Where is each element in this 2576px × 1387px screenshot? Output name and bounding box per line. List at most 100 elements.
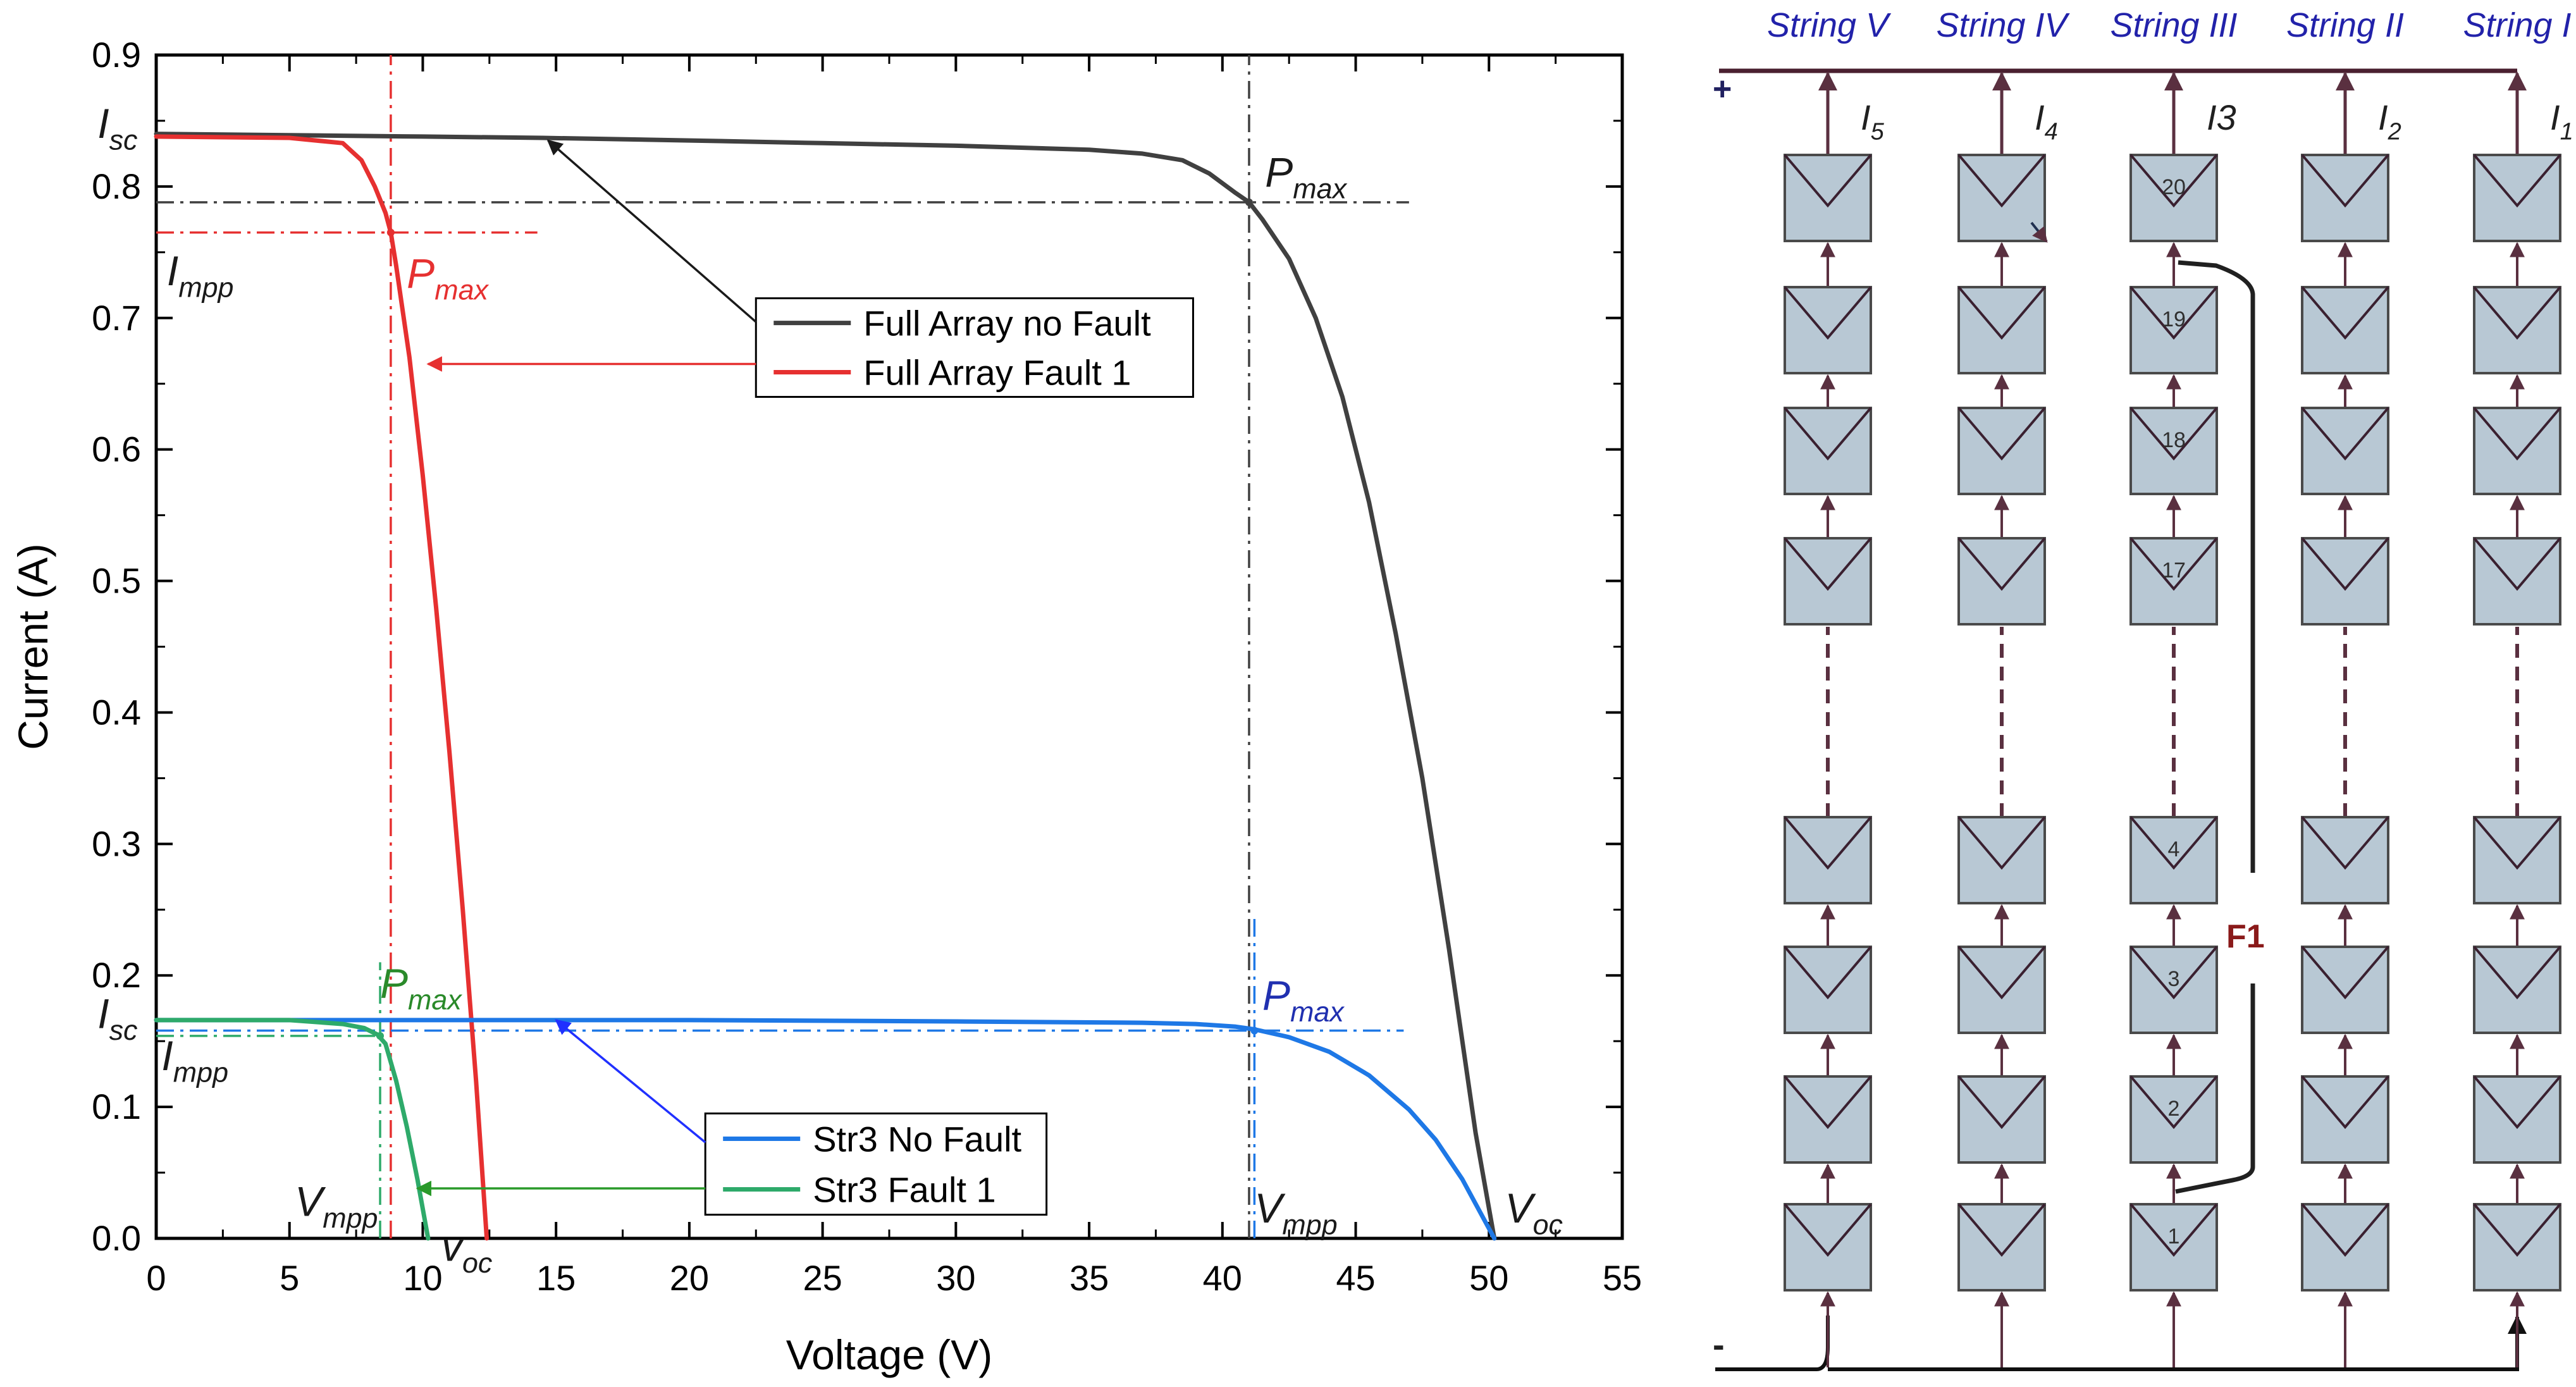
annotation-arrow — [546, 139, 757, 323]
pv-module — [1784, 1075, 1872, 1164]
y-axis-title: Current (A) — [9, 543, 56, 749]
pv-module — [1957, 816, 2046, 904]
legend-box: Str3 No Fault Str3 Fault 1 — [704, 1113, 1048, 1216]
pv-module — [1784, 154, 1872, 242]
legend-box: Full Array no Fault Full Array Fault 1 — [755, 297, 1194, 398]
pv-module — [1784, 537, 1872, 626]
module-number: 19 — [2162, 307, 2186, 331]
x-tick-label: 45 — [1336, 1258, 1375, 1298]
pv-module-symbol — [1957, 407, 2046, 461]
pv-array-diagram: + - String V I5 String IV I4 String III I3 20 19 1… — [1713, 6, 2573, 1371]
pv-module-symbol — [1957, 537, 2046, 591]
pv-module-body — [2301, 407, 2389, 495]
pv-module-symbol — [2301, 946, 2389, 1000]
y-tick-label: 0.2 — [92, 955, 141, 995]
pv-module — [1957, 154, 2046, 242]
pv-module-symbol — [2129, 946, 2218, 1000]
x-tick-label: 40 — [1203, 1258, 1242, 1298]
string-current-label: I2 — [2378, 97, 2401, 145]
annotation-label: Vmpp — [295, 1178, 378, 1234]
legend-entry: Str3 No Fault — [813, 1119, 1021, 1159]
annotation-label: Pmax — [407, 250, 489, 305]
pv-module-body — [1784, 407, 1872, 495]
string-label: String V — [1767, 6, 1892, 44]
pv-module-body — [2301, 946, 2389, 1034]
pv-module — [2473, 1203, 2561, 1291]
pv-module — [1784, 1203, 1872, 1291]
pv-module-symbol — [1784, 1203, 1872, 1257]
pv-module-body — [2473, 1075, 2561, 1164]
pv-module-body — [1784, 816, 1872, 904]
pv-module-body — [2129, 537, 2218, 626]
pv-module-symbol — [1784, 946, 1872, 1000]
pv-module-body — [2301, 154, 2389, 242]
series-line-1 — [154, 134, 490, 1241]
module-number: 4 — [2168, 837, 2180, 861]
pv-module-symbol — [2129, 537, 2218, 591]
pv-module-symbol — [2129, 816, 2218, 870]
fault-wire-lower — [2175, 983, 2255, 1194]
pv-module-symbol — [2473, 154, 2561, 208]
string-current-label: I4 — [2035, 97, 2058, 145]
pv-module: 18 — [2129, 407, 2218, 495]
y-tick-label: 0.5 — [92, 561, 141, 601]
string-current-label: I5 — [1861, 97, 1885, 145]
pv-module — [2473, 407, 2561, 495]
string-current-label: I3 — [2207, 97, 2236, 137]
pv-module-body — [1957, 537, 2046, 626]
y-tick-label: 0.7 — [92, 298, 141, 338]
pv-module-symbol — [2301, 816, 2389, 870]
module-number: 1 — [2168, 1224, 2180, 1248]
pv-module-body — [2301, 816, 2389, 904]
legend-entry: Full Array no Fault — [863, 304, 1151, 343]
pv-module-body — [1784, 1203, 1872, 1291]
pv-module — [2301, 946, 2389, 1034]
pv-module-symbol — [1784, 286, 1872, 340]
pv-module — [2301, 1203, 2389, 1291]
mpp-marker — [376, 1032, 385, 1040]
module-number: 17 — [2162, 558, 2186, 583]
pv-module-body — [1957, 1075, 2046, 1164]
negative-terminal-label: - — [1713, 1324, 1725, 1364]
string-label: String IV — [1936, 6, 2070, 44]
pv-module-symbol — [1784, 154, 1872, 208]
pv-module-body — [2473, 946, 2561, 1034]
pv-module-symbol — [2129, 1203, 2218, 1257]
pv-module-symbol — [1784, 816, 1872, 870]
x-tick-label: 10 — [403, 1258, 442, 1298]
pv-module — [1957, 286, 2046, 374]
pv-module-symbol — [2301, 1203, 2389, 1257]
y-tick-label: 0.6 — [92, 429, 141, 469]
pv-module-body — [2473, 537, 2561, 626]
pv-module — [2473, 286, 2561, 374]
pv-module — [1957, 537, 2046, 626]
x-tick-label: 25 — [803, 1258, 842, 1298]
positive-terminal-label: + — [1713, 71, 1732, 108]
pv-module — [2473, 154, 2561, 242]
pv-module-body — [2473, 407, 2561, 495]
y-tick-label: 0.4 — [92, 692, 141, 732]
pv-module — [2473, 537, 2561, 626]
annotation-label: Impp — [161, 1032, 228, 1088]
module-number: 18 — [2162, 428, 2186, 452]
negative-lead — [1715, 1316, 1830, 1371]
x-tick-label: 20 — [670, 1258, 709, 1298]
pv-module-body — [1957, 407, 2046, 495]
pv-module-symbol — [2129, 1075, 2218, 1130]
pv-module-body — [2301, 286, 2389, 374]
x-tick-label: 5 — [280, 1258, 299, 1298]
pv-module-symbol — [2473, 537, 2561, 591]
pv-module-symbol — [2301, 407, 2389, 461]
pv-module-body — [2129, 1075, 2218, 1164]
pv-module-symbol — [2473, 1075, 2561, 1130]
mpp-marker — [1245, 198, 1253, 206]
x-axis-title: Voltage (V) — [786, 1331, 993, 1378]
series-line-3 — [154, 1018, 431, 1241]
pv-module — [2301, 154, 2389, 242]
pv-module — [2301, 1075, 2389, 1164]
pv-module — [1784, 407, 1872, 495]
pv-module-body — [2301, 537, 2389, 626]
pv-module-symbol — [2301, 154, 2389, 208]
pv-module — [1957, 407, 2046, 495]
pv-module-symbol — [1784, 1075, 1872, 1130]
